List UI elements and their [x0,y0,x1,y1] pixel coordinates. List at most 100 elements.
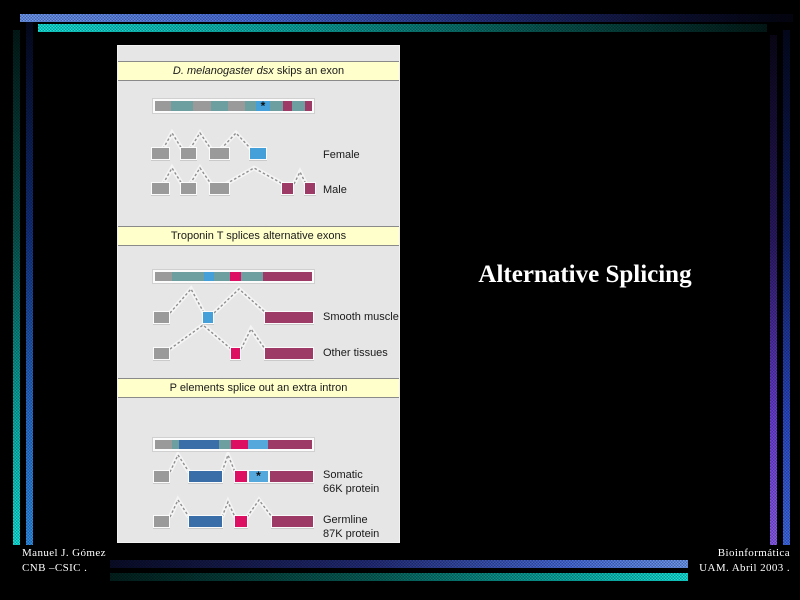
pre-mrna-bar [153,270,314,283]
transcript-box [151,147,170,160]
top-cyan-gradient-bar [38,24,767,32]
exon-segment: * [255,98,271,113]
transcript-label: Other tissues [323,346,388,360]
panel-body: * Female Male [118,81,399,226]
splice-path [225,167,284,185]
transcript-box [209,182,230,195]
alternative-splicing-figure: D. melanogaster dsx skips an exon * Female… [117,45,400,543]
transcript-box [188,470,223,483]
panel-body: * Somatic 66K protein Germline 87K protein [118,398,399,542]
exon-segment [270,101,283,111]
transcript-box [180,182,197,195]
splice-path [238,324,267,351]
panel-header: P elements splice out an extra intron [118,378,399,398]
top-blue-gradient-bar [20,14,793,22]
transcript-label-line: Male [323,184,347,196]
exon-segment [263,272,312,281]
splice-path [224,165,285,186]
transcript-box [269,470,314,483]
transcript-label-line: 66K protein [323,483,380,495]
transcript-box [188,515,223,528]
transcript-label-line: 87K protein [323,528,380,540]
splice-path [168,322,233,351]
footer-course: Bioinformática UAM. Abril 2003 . [699,546,790,576]
panel-header: D. melanogaster dsx skips an exon [118,61,399,81]
transcript-box [264,347,314,360]
exon-segment [171,101,194,111]
slide-title: Alternative Splicing [478,261,692,288]
transcript-label: Somatic 66K protein [323,468,379,496]
splice-path [213,288,267,314]
splice-path [240,327,266,350]
exon-segment [171,440,180,449]
exon-segment [155,272,172,281]
transcript-box [234,515,248,528]
transcript-label: Female [323,148,360,162]
splice-path [212,285,268,315]
left-cyan-gradient-bar [13,30,20,545]
exon-segment [292,101,306,111]
panel-title-text: skips an exon [273,65,345,77]
exon-segment [210,101,228,111]
transcript-box [304,182,316,195]
footer-course-date: UAM. Abril 2003 . [699,562,790,574]
bottom-blue-gradient-bar [110,560,688,568]
footer-course-name: Bioinformática [717,547,790,559]
footer-author-affiliation: CNB –CSIC . [22,562,88,574]
exon-segment [155,101,172,111]
exon-segment [240,272,264,281]
exon-segment [219,440,232,449]
splice-path [169,287,205,314]
pre-mrna-bar [153,438,314,451]
footer-author: Manuel J. Gómez CNB –CSIC . [22,546,106,576]
panel-title-text: P elements splice out an extra intron [169,382,348,394]
left-blue-gradient-bar [26,22,33,545]
exon-segment [268,440,312,449]
transcript-label-line: Germline [323,514,368,526]
exon-segment [305,101,312,111]
transcript-box [202,311,214,324]
transcript-label: Male [323,183,347,197]
transcript-label-line: Smooth muscle [323,311,399,323]
splice-path [167,495,191,519]
transcript-label: Germline 87K protein [323,513,379,541]
right-blue-gradient-bar [783,30,790,545]
transcript-box [153,470,170,483]
exon-segment [179,440,220,449]
pre-mrna-bar: * [153,99,314,113]
transcript-box [230,347,241,360]
transcript-box [234,470,248,483]
exon-segment [231,440,248,449]
exon-segment [227,101,246,111]
transcript-box [153,515,170,528]
exon-segment [245,101,256,111]
splice-path [167,450,191,474]
splice-path [245,496,274,519]
bottom-cyan-gradient-bar [110,573,688,581]
transcript-box [153,311,170,324]
transcript-box [153,347,170,360]
splice-path [169,453,190,473]
splice-path [169,324,232,350]
transcript-box [264,311,314,324]
exon-segment [171,272,204,281]
transcript-label: Smooth muscle [323,310,399,324]
exon-segment [203,272,214,281]
exon-segment [282,101,293,111]
transcript-box [271,515,314,528]
splice-path [168,285,206,315]
panel-title-text: Troponin T splices alternative exons [170,230,347,242]
panel-header: Troponin T splices alternative exons [118,226,399,246]
transcript-label-line: Somatic [323,469,363,481]
asterisk-marker: * [260,98,266,113]
transcript-box: * [248,470,269,483]
panel-title-text: D. melanogaster dsx [172,65,274,77]
exon-segment [247,440,269,449]
transcript-box [281,182,294,195]
transcript-box [151,182,170,195]
exon-segment [155,440,172,449]
exon-segment [213,272,231,281]
panel-body: Smooth muscle Other tissues [118,246,399,378]
transcript-label-line: Female [323,149,360,161]
